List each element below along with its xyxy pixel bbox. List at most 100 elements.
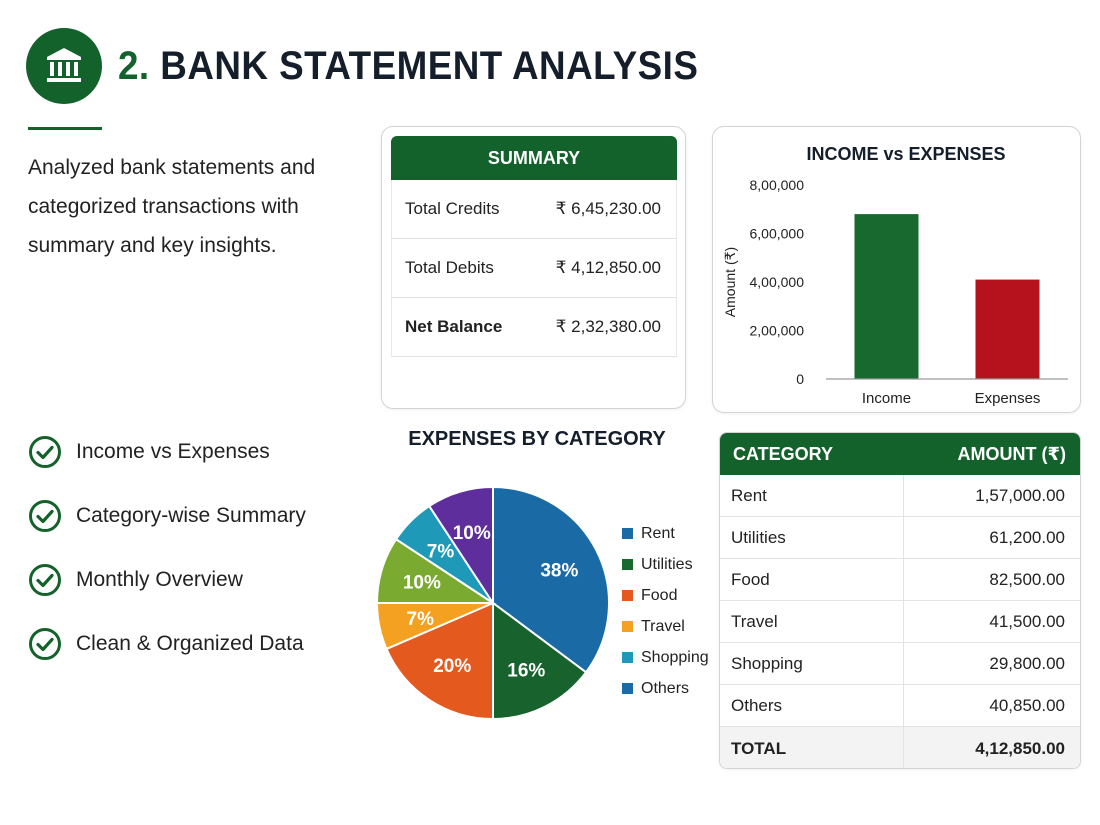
check-circle-icon (29, 500, 61, 532)
title-divider (28, 127, 102, 130)
summary-label: Total Credits (405, 199, 500, 218)
check-circle-icon (29, 436, 61, 468)
table-row: Travel 41,500.00 (720, 601, 1080, 643)
pie-chart-title: EXPENSES BY CATEGORY (408, 428, 666, 450)
table-cell-category: Others (720, 685, 904, 726)
legend-label: Others (641, 679, 690, 697)
pie-slice (492, 485, 610, 674)
legend-swatch (622, 621, 633, 632)
pie-slice-label: 7% (427, 542, 455, 563)
table-cell-amount: 41,500.00 (989, 611, 1065, 631)
summary-card: SUMMARY Total Credits ₹ 6,45,230.00 Tota… (381, 126, 686, 409)
pie-slice-label: 20% (433, 656, 471, 677)
table-cell-category: Travel (720, 601, 904, 642)
check-circle-icon (29, 628, 61, 660)
table-cell-category: Food (720, 559, 904, 600)
table-cell-category: Rent (720, 475, 904, 516)
legend-swatch (622, 590, 633, 601)
summary-row-credits: Total Credits ₹ 6,45,230.00 (391, 180, 677, 239)
pie-slice-label: 16% (507, 660, 545, 681)
y-tick-label: 0 (796, 371, 804, 387)
pie-legend: Rent Utilities Food Travel Shopping Others (622, 518, 709, 704)
summary-title: SUMMARY (391, 136, 677, 180)
legend-item: Others (622, 673, 709, 704)
checklist-label: Clean & Organized Data (76, 632, 304, 655)
checklist-label: Income vs Expenses (76, 440, 270, 463)
category-table: CATEGORY AMOUNT (₹) Rent 1,57,000.00 Util… (719, 432, 1081, 769)
pie-slice (492, 601, 588, 721)
table-header: CATEGORY AMOUNT (₹) (720, 433, 1080, 475)
table-row: Others 40,850.00 (720, 685, 1080, 727)
income-expenses-chart-card: INCOME vs EXPENSES 0 2,00,000 4,00,000 6,00,… (712, 126, 1081, 413)
bar-expenses (975, 279, 1040, 379)
table-total-row: TOTAL 4,12,850.00 (720, 727, 1080, 768)
summary-value: ₹ 4,12,850.00 (555, 258, 661, 277)
table-row: Rent 1,57,000.00 (720, 475, 1080, 517)
table-cell-amount: 40,850.00 (989, 695, 1065, 715)
checklist-label: Monthly Overview (76, 568, 243, 591)
legend-swatch (622, 528, 633, 539)
summary-value: ₹ 2,32,380.00 (555, 317, 661, 336)
checklist-item: Clean & Organized Data (28, 612, 358, 676)
check-circle-icon (29, 564, 61, 596)
legend-label: Food (641, 586, 678, 604)
feature-checklist: Income vs Expenses Category-wise Summary… (28, 420, 358, 676)
pie-slice-label: 7% (407, 609, 435, 630)
table-row: Shopping 29,800.00 (720, 643, 1080, 685)
y-axis-label: Amount (₹) (722, 247, 738, 317)
legend-item: Utilities (622, 549, 709, 580)
table-total-label: TOTAL (720, 727, 904, 768)
table-cell-category: Shopping (720, 643, 904, 684)
pie-slice-label: 38% (540, 561, 578, 582)
summary-value: ₹ 6,45,230.00 (555, 199, 661, 218)
checklist-item: Income vs Expenses (28, 420, 358, 484)
legend-swatch (622, 652, 633, 663)
legend-item: Travel (622, 611, 709, 642)
table-row: Utilities 61,200.00 (720, 517, 1080, 559)
bar-income (854, 214, 919, 379)
summary-label: Net Balance (405, 317, 503, 336)
table-cell-category: Utilities (720, 517, 904, 558)
table-cell-amount: 82,500.00 (989, 569, 1065, 589)
page-title: 2. BANK STATEMENT ANALYSIS (118, 44, 698, 89)
table-header-category: CATEGORY (733, 443, 834, 464)
x-tick-label: Expenses (975, 390, 1041, 407)
intro-text: Analyzed bank statements and categorized… (28, 156, 316, 257)
legend-label: Rent (641, 524, 675, 542)
pie-slice-label: 10% (453, 523, 491, 544)
table-header-amount: AMOUNT (₹) (957, 443, 1066, 464)
y-tick-label: 8,00,000 (750, 177, 805, 193)
summary-row-debits: Total Debits ₹ 4,12,850.00 (391, 239, 677, 298)
table-row: Food 82,500.00 (720, 559, 1080, 601)
legend-item: Rent (622, 518, 709, 549)
x-tick-label: Income (862, 390, 911, 407)
table-cell-amount: 61,200.00 (989, 527, 1065, 547)
legend-item: Shopping (622, 642, 709, 673)
pie-slice-label: 10% (403, 573, 441, 594)
legend-swatch (622, 559, 633, 570)
y-tick-label: 6,00,000 (750, 226, 805, 242)
legend-label: Travel (641, 617, 685, 635)
table-cell-amount: 29,800.00 (989, 653, 1065, 673)
pie-slice (427, 485, 494, 607)
table-cell-amount: 1,57,000.00 (975, 485, 1065, 505)
bar-chart-title: INCOME vs EXPENSES (806, 144, 1005, 164)
legend-label: Shopping (641, 648, 709, 666)
y-tick-label: 2,00,000 (750, 323, 805, 339)
checklist-label: Category-wise Summary (76, 504, 306, 527)
checklist-item: Monthly Overview (28, 548, 358, 612)
expenses-pie-chart: 38%16%20%7%10%7%10% (375, 485, 610, 721)
y-tick-label: 4,00,000 (750, 274, 805, 290)
page-title-number: 2. (118, 44, 150, 88)
summary-row-net-balance: Net Balance ₹ 2,32,380.00 (391, 298, 677, 357)
pie-slice (385, 601, 494, 721)
legend-label: Utilities (641, 555, 693, 573)
legend-swatch (622, 683, 633, 694)
logo-badge (26, 28, 102, 104)
checklist-item: Category-wise Summary (28, 484, 358, 548)
summary-label: Total Debits (405, 258, 494, 277)
income-expenses-chart: INCOME vs EXPENSES 0 2,00,000 4,00,000 6,00,… (722, 144, 1068, 407)
legend-item: Food (622, 580, 709, 611)
table-total-amount: 4,12,850.00 (975, 738, 1065, 758)
page-title-text: BANK STATEMENT ANALYSIS (160, 44, 699, 88)
